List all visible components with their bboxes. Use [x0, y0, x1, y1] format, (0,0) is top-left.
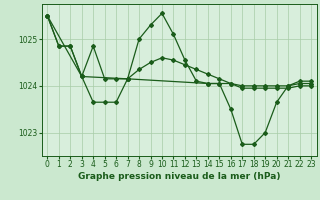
X-axis label: Graphe pression niveau de la mer (hPa): Graphe pression niveau de la mer (hPa) — [78, 172, 280, 181]
